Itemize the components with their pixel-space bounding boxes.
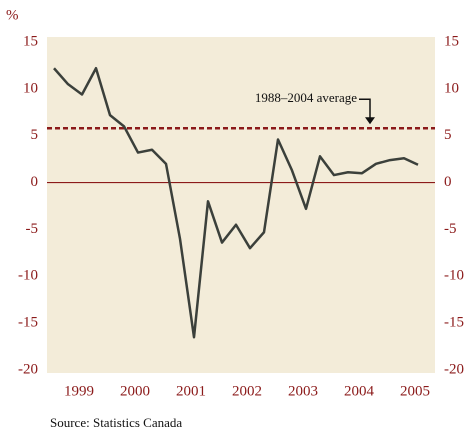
source-note: Source: Statistics Canada [50,415,182,430]
x-tick-label: 2003 [288,383,318,399]
y-tick-label: 10 [23,80,38,96]
x-tick-label: 2002 [232,383,262,399]
x-tick-label: 2005 [400,383,430,399]
y2-tick-label: 10 [444,80,459,96]
x-tick-label: 2001 [176,383,206,399]
x-tick-label: 2004 [344,383,375,399]
average-arrowhead [365,117,375,125]
y-unit-label: % [6,7,19,23]
average-label: 1988–2004 average [255,90,357,105]
plot-background [47,37,435,373]
y2-tick-label: -10 [444,268,464,284]
x-tick-label: 2000 [120,383,150,399]
y-tick-label: -10 [18,268,38,284]
y2-tick-label: 15 [444,33,459,49]
y2-tick-label: -20 [444,361,464,377]
y-tick-label: -20 [18,361,38,377]
y-tick-label: -15 [18,315,38,331]
x-tick-label: 1999 [64,383,94,399]
y-tick-label: -5 [26,221,39,237]
data-line [53,66,419,339]
y-tick-label: 15 [23,33,38,49]
y2-tick-label: -15 [444,315,464,331]
y-tick-label: 0 [31,174,39,190]
average-arrow [359,98,371,121]
y-tick-label: 5 [31,127,39,143]
y2-tick-label: 5 [444,127,452,143]
y2-tick-label: -5 [444,221,457,237]
y2-tick-label: 0 [444,174,452,190]
